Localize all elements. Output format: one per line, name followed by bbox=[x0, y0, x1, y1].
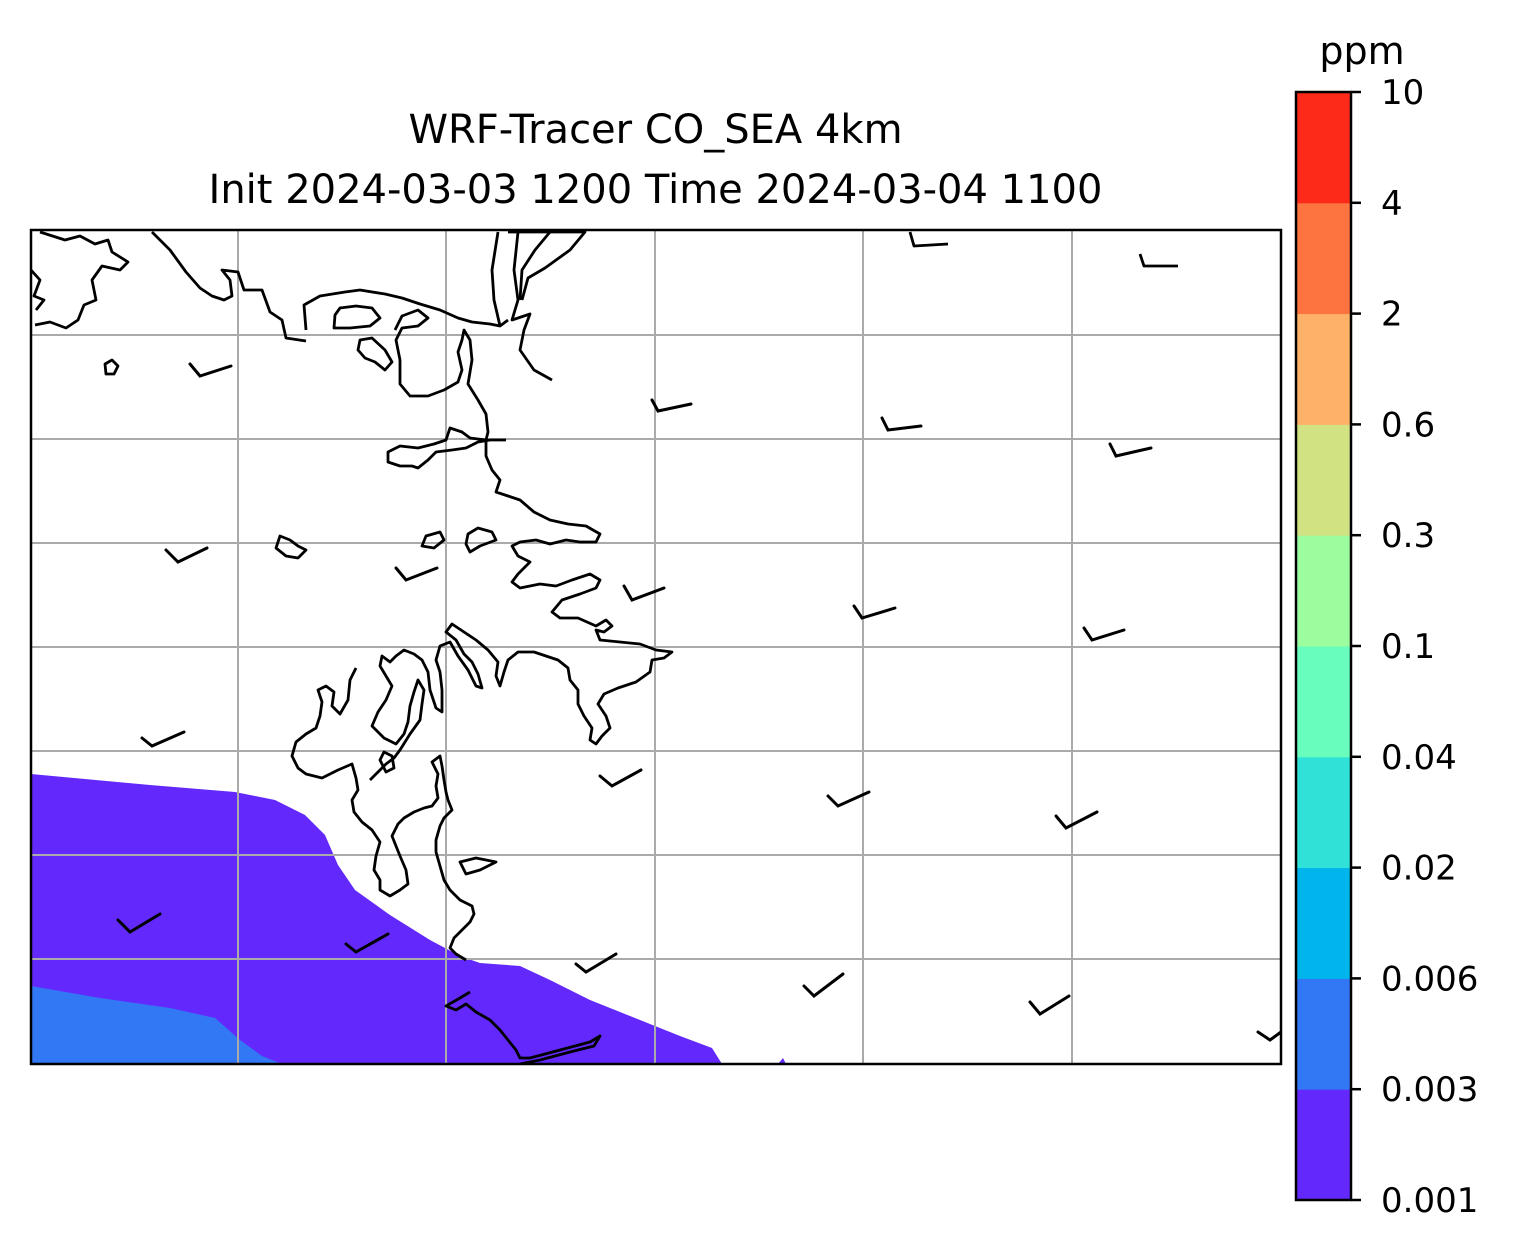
wind-barb bbox=[574, 952, 618, 974]
colorbar-swatch bbox=[1296, 978, 1351, 1090]
map-gridlines bbox=[31, 230, 1281, 1064]
wind-barb bbox=[1082, 626, 1126, 642]
colorbar-swatch bbox=[1296, 535, 1351, 647]
tracer-fill-level-1-sliver bbox=[778, 1058, 786, 1064]
wind-barb bbox=[826, 790, 871, 808]
colorbar-tick-label: 0.006 bbox=[1381, 959, 1478, 999]
colorbar-swatch bbox=[1296, 424, 1351, 536]
colorbar-swatches bbox=[1296, 92, 1351, 1201]
map-title-line-2: Init 2024-03-03 1200 Time 2024-03-04 110… bbox=[208, 167, 1103, 213]
wind-barb bbox=[880, 416, 923, 432]
wind-barb bbox=[140, 730, 186, 748]
tracer-fill-level-1 bbox=[31, 774, 722, 1064]
colorbar-tick-label: 0.001 bbox=[1381, 1181, 1478, 1221]
colorbar-swatch bbox=[1296, 1089, 1351, 1201]
colorbar-tick-label: 10 bbox=[1381, 73, 1424, 113]
colorbar-swatch bbox=[1296, 646, 1351, 758]
wind-barb bbox=[116, 912, 162, 934]
colorbar-tick-label: 4 bbox=[1381, 184, 1403, 224]
map-panel bbox=[31, 230, 1281, 1064]
colorbar-ticks: 0.001 0.003 0.006 0.02 0.04 0.1 0.3 0.6 2 4 10 bbox=[1351, 73, 1478, 1221]
colorbar-tick-label: 0.3 bbox=[1381, 516, 1435, 556]
wind-barb bbox=[1108, 442, 1153, 458]
colorbar-tick-label: 0.04 bbox=[1381, 738, 1457, 778]
map-frame bbox=[29, 228, 1283, 1066]
wind-barb bbox=[598, 768, 643, 788]
colorbar-tick-label: 0.003 bbox=[1381, 1070, 1478, 1110]
colorbar-swatch bbox=[1296, 756, 1351, 869]
colorbar-unit-label: ppm bbox=[1319, 29, 1404, 73]
wind-barb bbox=[344, 932, 390, 954]
wind-barb bbox=[1054, 810, 1099, 830]
coastlines bbox=[31, 230, 1178, 1064]
wind-barb bbox=[188, 362, 233, 378]
tracer-fill-level-2 bbox=[31, 986, 282, 1064]
colorbar-swatch bbox=[1296, 313, 1351, 425]
wind-barbs bbox=[116, 362, 1281, 1042]
colorbar-tick-label: 2 bbox=[1381, 295, 1403, 335]
wind-barb bbox=[1256, 1030, 1281, 1042]
colorbar-tick-label: 0.6 bbox=[1381, 405, 1435, 445]
map-title-line-1: WRF-Tracer CO_SEA 4km bbox=[408, 107, 903, 153]
wind-barb bbox=[394, 566, 439, 582]
colorbar: ppm 0.001 0.003 0.006 0.02 0.04 0.1 0.3 0.6 2 4 10 bbox=[1294, 29, 1478, 1221]
colorbar-frame bbox=[1294, 90, 1353, 1202]
wind-barb bbox=[164, 546, 209, 564]
wind-barb bbox=[622, 584, 666, 602]
wind-barb bbox=[802, 972, 845, 998]
colorbar-tick-label: 0.02 bbox=[1381, 849, 1457, 889]
colorbar-tick-label: 0.1 bbox=[1381, 627, 1435, 667]
wind-barb bbox=[1028, 994, 1071, 1016]
colorbar-swatch bbox=[1296, 867, 1351, 979]
colorbar-swatch bbox=[1296, 92, 1351, 204]
wind-barb bbox=[852, 604, 897, 620]
wind-barb bbox=[650, 398, 693, 413]
colorbar-swatch bbox=[1296, 202, 1351, 315]
